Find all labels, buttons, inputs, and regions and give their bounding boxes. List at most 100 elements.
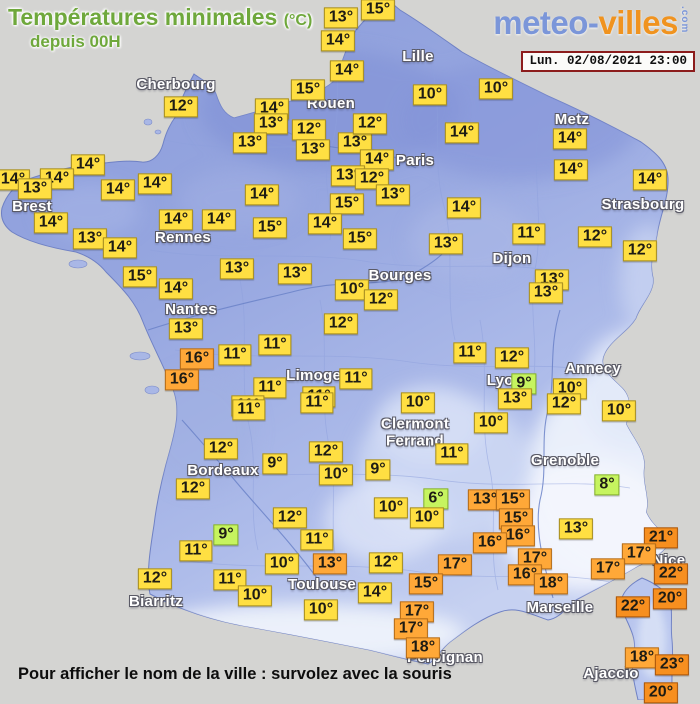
temperature-label[interactable]: 14° (201, 209, 237, 231)
temperature-label[interactable]: 11° (232, 399, 266, 421)
temperature-label[interactable]: 10° (601, 400, 637, 422)
temperature-label[interactable]: 11° (512, 223, 546, 245)
temperature-label[interactable]: 10° (373, 497, 409, 519)
temperature-label[interactable]: 15° (360, 0, 396, 21)
temperature-label[interactable]: 17° (621, 543, 657, 565)
temperature-label[interactable]: 12° (163, 96, 199, 118)
temperature-label[interactable]: 12° (363, 289, 399, 311)
temperature-label[interactable]: 15° (290, 79, 326, 101)
temperature-label[interactable]: 12° (323, 313, 359, 335)
temperature-label[interactable]: 22° (653, 563, 689, 585)
temperature-label[interactable]: 11° (218, 344, 252, 366)
temperature-label[interactable]: 9° (213, 524, 239, 546)
temperature-label[interactable]: 14° (357, 582, 393, 604)
temperature-label[interactable]: 10° (334, 279, 370, 301)
temperature-label[interactable]: 15° (122, 266, 158, 288)
temperature-label[interactable]: 15° (495, 489, 531, 511)
temperature-label[interactable]: 13° (528, 282, 564, 304)
temperature-label[interactable]: 11° (300, 529, 334, 551)
temperature-label[interactable]: 11° (339, 368, 373, 390)
temperature-label[interactable]: 17° (399, 601, 435, 623)
temperature-label[interactable]: 14° (329, 60, 365, 82)
temperature-label[interactable]: 14° (632, 169, 668, 191)
temperature-label[interactable]: 13° (497, 388, 533, 410)
temperature-label[interactable]: 9° (262, 453, 288, 475)
temperature-label[interactable]: 13° (295, 139, 331, 161)
temperature-label[interactable]: 13° (219, 258, 255, 280)
temperature-label[interactable]: 11° (253, 377, 287, 399)
temperature-label[interactable]: 12° (577, 226, 613, 248)
meteo-villes-logo[interactable]: meteo-villes.com (493, 4, 690, 42)
temperature-label[interactable]: 18° (624, 647, 660, 669)
temperature-label[interactable]: 14° (244, 184, 280, 206)
temperature-label[interactable]: 10° (264, 553, 300, 575)
temperature-label[interactable]: 16° (179, 348, 215, 370)
temperature-label[interactable]: 10° (473, 412, 509, 434)
temperature-label[interactable]: 12° (354, 168, 390, 190)
temperature-label[interactable]: 15° (329, 193, 365, 215)
temperature-label[interactable]: 12° (203, 438, 239, 460)
temperature-label[interactable]: 17° (437, 554, 473, 576)
temperature-label[interactable]: 12° (308, 441, 344, 463)
temperature-label[interactable]: 21° (643, 527, 679, 549)
temperature-label[interactable]: 10° (237, 585, 273, 607)
temperature-label[interactable]: 13° (168, 318, 204, 340)
temperature-label[interactable]: 12° (272, 507, 308, 529)
temperature-label[interactable]: 13° (375, 184, 411, 206)
temperature-label[interactable]: 14° (33, 212, 69, 234)
temperature-label[interactable]: 12° (546, 393, 582, 415)
temperature-label[interactable]: 16° (472, 532, 508, 554)
temperature-label[interactable]: 10° (409, 507, 445, 529)
temperature-label[interactable]: 13° (232, 132, 268, 154)
temperature-label[interactable]: 18° (405, 637, 441, 659)
temperature-label[interactable]: 13° (323, 7, 359, 29)
temperature-label[interactable]: 23° (654, 654, 690, 676)
temperature-label[interactable]: 13° (253, 113, 289, 135)
temperature-label[interactable]: 13° (558, 518, 594, 540)
temperature-label[interactable]: 13° (72, 228, 108, 250)
temperature-label[interactable]: 14° (137, 173, 173, 195)
temperature-label[interactable]: 14° (158, 209, 194, 231)
temperature-label[interactable]: 14° (100, 179, 136, 201)
temperature-label[interactable]: 12° (291, 119, 327, 141)
temperature-label[interactable]: 12° (137, 568, 173, 590)
temperature-label[interactable]: 15° (408, 573, 444, 595)
temperature-label[interactable]: 17° (590, 558, 626, 580)
temperature-label[interactable]: 13° (337, 132, 373, 154)
temperature-label[interactable]: 10° (400, 392, 436, 414)
temperature-label[interactable]: 8° (594, 474, 620, 496)
temperature-label[interactable]: 15° (252, 217, 288, 239)
temperature-label[interactable]: 14° (552, 128, 588, 150)
temperature-label[interactable]: 22° (615, 596, 651, 618)
temperature-label[interactable]: 17° (517, 548, 553, 570)
temperature-label[interactable]: 11° (179, 540, 213, 562)
temperature-label[interactable]: 10° (478, 78, 514, 100)
temperature-label[interactable]: 11° (300, 392, 334, 414)
temperature-label[interactable]: 14° (553, 159, 589, 181)
temperature-label[interactable]: 18° (533, 573, 569, 595)
temperature-label[interactable]: 9° (365, 459, 391, 481)
temperature-label[interactable]: 20° (652, 588, 688, 610)
temperature-label[interactable]: 14° (320, 30, 356, 52)
temperature-label[interactable]: 11° (213, 569, 247, 591)
temperature-label[interactable]: 14° (359, 149, 395, 171)
temperature-label[interactable]: 12° (175, 478, 211, 500)
temperature-label[interactable]: 13° (312, 553, 348, 575)
temperature-label[interactable]: 11° (453, 342, 487, 364)
temperature-label[interactable]: 12° (622, 240, 658, 262)
temperature-label[interactable]: 13° (428, 233, 464, 255)
temperature-label[interactable]: 14° (446, 197, 482, 219)
temperature-label[interactable]: 12° (494, 347, 530, 369)
temperature-label[interactable]: 20° (643, 682, 679, 704)
temperature-label[interactable]: 14° (307, 213, 343, 235)
temperature-label[interactable]: 14° (158, 278, 194, 300)
temperature-label[interactable]: 10° (318, 464, 354, 486)
temperature-label[interactable]: 11° (258, 334, 292, 356)
temperature-label[interactable]: 11° (435, 443, 469, 465)
temperature-label[interactable]: 12° (352, 113, 388, 135)
temperature-label[interactable]: 16° (507, 564, 543, 586)
temperature-label[interactable]: 13° (277, 263, 313, 285)
temperature-label[interactable]: 15° (342, 228, 378, 250)
temperature-label[interactable]: 16° (164, 369, 200, 391)
temperature-label[interactable]: 12° (368, 552, 404, 574)
